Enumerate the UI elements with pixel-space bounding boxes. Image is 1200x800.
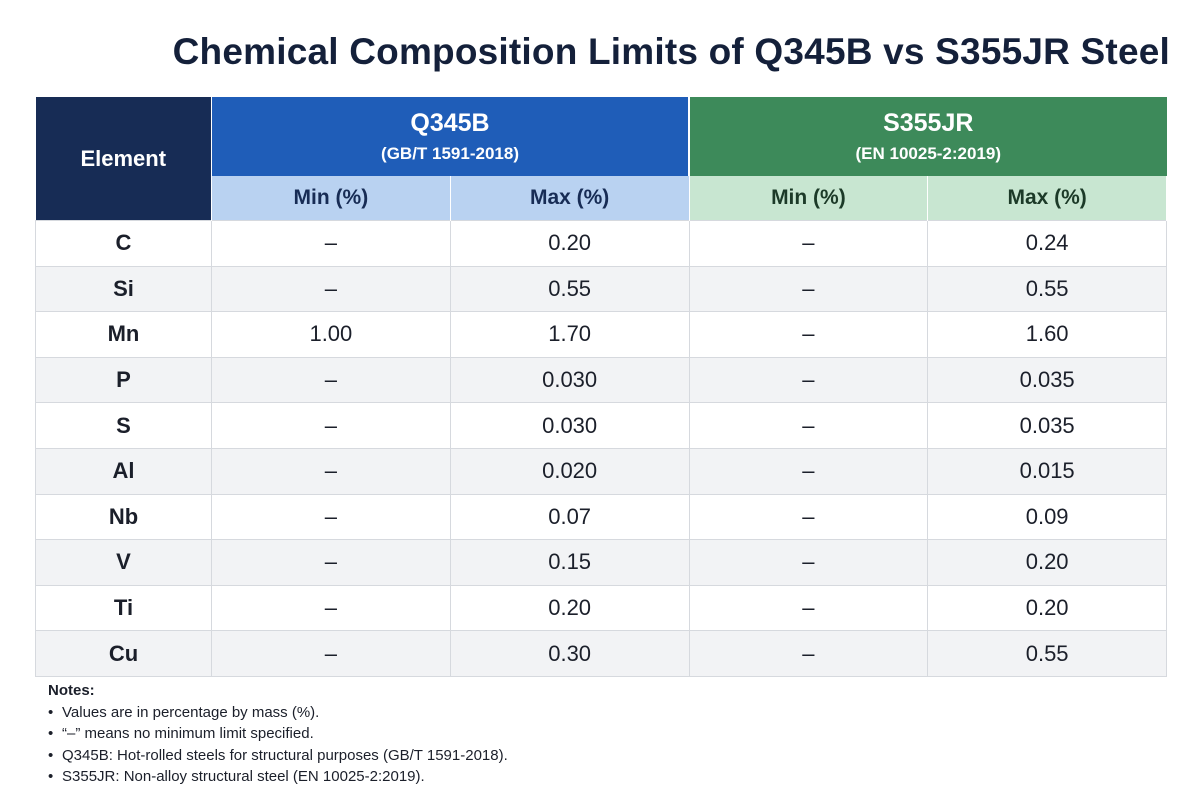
- table-row: P – 0.030 – 0.035: [35, 356, 1168, 404]
- q345b-min-cell: –: [211, 447, 451, 495]
- s355jr-min-cell: –: [688, 493, 929, 541]
- element-cell: Al: [35, 447, 212, 495]
- table-row: Si – 0.55 – 0.55: [35, 265, 1168, 313]
- q345b-max-cell: 0.020: [449, 447, 690, 495]
- table-row: Mn 1.00 1.70 – 1.60: [35, 311, 1168, 358]
- table-row: Nb – 0.07 – 0.09: [35, 493, 1168, 541]
- s355jr-max-cell: 1.60: [927, 311, 1168, 358]
- q345b-max-cell: 0.20: [449, 220, 690, 267]
- element-cell: Nb: [35, 493, 212, 541]
- q345b-min-cell: –: [211, 630, 451, 677]
- q345b-max-cell: 0.15: [449, 539, 690, 586]
- s355jr-max-cell: 0.55: [927, 630, 1168, 677]
- q345b-min-cell: –: [211, 356, 451, 404]
- element-cell: V: [35, 539, 212, 586]
- grade-header-q345b: Q345B (GB/T 1591-2018): [211, 97, 691, 176]
- table-row: S – 0.030 – 0.035: [35, 402, 1168, 449]
- s355jr-max-cell: 0.015: [927, 447, 1168, 495]
- element-cell: P: [35, 356, 212, 404]
- s355jr-min-cell: –: [688, 265, 929, 313]
- s355jr-max-cell: 0.20: [927, 584, 1168, 632]
- s355jr-max-cell: 0.20: [927, 539, 1168, 586]
- table-row: Ti – 0.20 – 0.20: [35, 584, 1168, 632]
- s355jr-min-cell: –: [688, 311, 929, 358]
- element-cell: Cu: [35, 630, 212, 677]
- element-cell: C: [35, 220, 212, 267]
- s355jr-max-cell: 0.55: [927, 265, 1168, 313]
- notes-title: Notes:: [48, 682, 95, 699]
- s355jr-min-cell: –: [688, 630, 929, 677]
- q345b-max-cell: 0.55: [449, 265, 690, 313]
- s355jr-max-cell: 0.035: [927, 356, 1168, 404]
- q345b-min-cell: –: [211, 265, 451, 313]
- note-item: Q345B: Hot-rolled steels for structural …: [48, 745, 948, 767]
- s355jr-min-cell: –: [688, 356, 929, 404]
- grade-header-s355jr: S355JR (EN 10025-2:2019): [689, 97, 1167, 176]
- s355jr-max-cell: 0.09: [927, 493, 1168, 541]
- notes-list: Values are in percentage by mass (%). “–…: [48, 702, 948, 788]
- page-title: Chemical Composition Limits of Q345B vs …: [172, 31, 1170, 72]
- grade-standard: (EN 10025-2:2019): [855, 143, 1002, 163]
- s355jr-max-cell: 0.035: [927, 402, 1168, 449]
- q345b-min-cell: –: [211, 493, 451, 541]
- s355jr-max-cell: 0.24: [927, 220, 1168, 267]
- table-row: Al – 0.020 – 0.015: [35, 447, 1168, 495]
- table-row: Cu – 0.30 – 0.55: [35, 630, 1168, 677]
- s355jr-min-cell: –: [688, 220, 929, 267]
- q345b-min-cell: –: [211, 539, 451, 586]
- q345b-max-cell: 0.07: [449, 493, 690, 541]
- notes-section: Notes: Values are in percentage by mass …: [48, 680, 948, 788]
- q345b-max-cell: 0.20: [449, 584, 690, 632]
- q345b-min-cell: –: [211, 584, 451, 632]
- q345b-max-cell: 0.030: [449, 356, 690, 404]
- s355jr-min-cell: –: [688, 447, 929, 495]
- element-cell: Mn: [35, 311, 212, 358]
- s355jr-min-cell: –: [688, 539, 929, 586]
- element-cell: Ti: [35, 584, 212, 632]
- q345b-min-cell: –: [211, 220, 451, 267]
- table-row: C – 0.20 – 0.24: [35, 220, 1168, 267]
- s355jr-max-header: Max (%): [927, 176, 1168, 221]
- q345b-max-cell: 1.70: [449, 311, 690, 358]
- note-item: “–” means no minimum limit specified.: [48, 723, 948, 745]
- element-cell: S: [35, 402, 212, 449]
- grade-name: Q345B: [410, 108, 490, 137]
- note-item: S355JR: Non-alloy structural steel (EN 1…: [48, 766, 948, 788]
- grade-name: S355JR: [883, 108, 974, 137]
- s355jr-min-cell: –: [688, 584, 929, 632]
- q345b-max-cell: 0.030: [449, 402, 690, 449]
- element-cell: Si: [35, 265, 212, 313]
- composition-table: Element Q345B (GB/T 1591-2018) S355JR (E…: [35, 97, 1168, 677]
- q345b-min-cell: 1.00: [211, 311, 451, 358]
- s355jr-min-cell: –: [688, 402, 929, 449]
- grade-standard: (GB/T 1591-2018): [381, 143, 519, 163]
- s355jr-min-header: Min (%): [689, 176, 929, 221]
- note-item: Values are in percentage by mass (%).: [48, 702, 948, 724]
- q345b-min-header: Min (%): [211, 176, 451, 221]
- q345b-max-cell: 0.30: [449, 630, 690, 677]
- table-row: V – 0.15 – 0.20: [35, 539, 1168, 586]
- element-header: Element: [35, 97, 212, 221]
- q345b-min-cell: –: [211, 402, 451, 449]
- q345b-max-header: Max (%): [450, 176, 690, 221]
